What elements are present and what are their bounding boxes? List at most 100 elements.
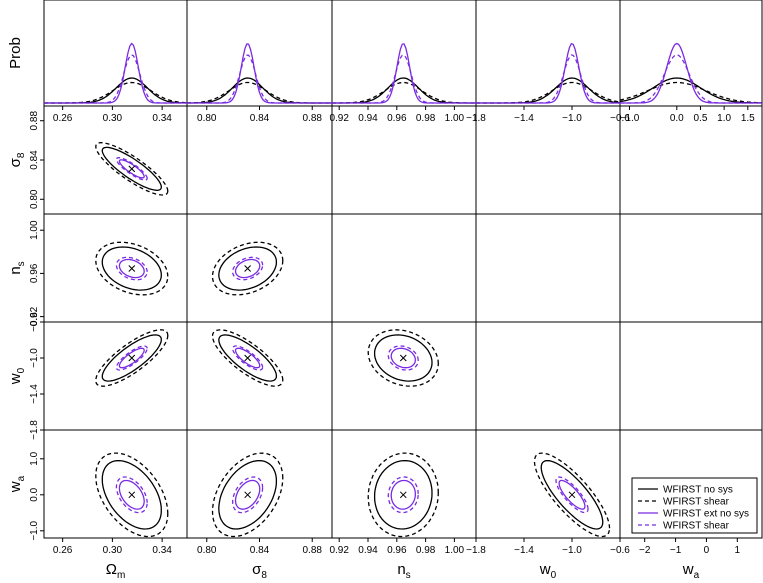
ytick-label-wa-0: −1.0 — [29, 520, 40, 540]
panel-0-2 — [331, 0, 477, 107]
marginal-ns-series-1 — [332, 81, 476, 104]
fiducial-marker-ns-w0 — [399, 354, 407, 362]
contour-s8-wa-series-1 — [211, 452, 284, 538]
ylabel-w0: w0 — [7, 367, 27, 385]
panel-3-2 — [331, 321, 477, 431]
contour-om-wa-series-2 — [118, 479, 145, 510]
bottom-xtick-label-om-1: 0.30 — [103, 545, 123, 556]
marginal-om-series-2 — [44, 42, 187, 104]
bottom-xtick-label-w0-1: −1.4 — [514, 545, 534, 556]
fiducial-marker-w0-wa — [568, 491, 576, 499]
bottom-xtick-label-om-2: 0.34 — [152, 545, 172, 556]
contour-om-ns-series-3 — [115, 256, 148, 281]
panel-0-3 — [475, 0, 621, 107]
contour-w0-wa-series-1 — [533, 452, 611, 538]
bottom-xtick-label-wa-3: 1 — [735, 545, 741, 556]
contour-om-s8-series-0 — [101, 146, 162, 191]
contour-s8-wa-series-0 — [218, 459, 278, 530]
top-xtick-label-om-2: 0.34 — [152, 113, 172, 124]
contour-s8-w0-series-3 — [232, 345, 264, 371]
contour-om-w0-series-1 — [95, 329, 169, 387]
marginal-om-series-3 — [44, 54, 187, 104]
contour-s8-ns-series-0 — [218, 246, 278, 291]
contour-ellipses — [95, 142, 611, 538]
bottom-xtick-label-w0-2: −1.0 — [562, 545, 582, 556]
contour-ns-wa-series-0 — [373, 459, 433, 530]
top-xtick-label-w0-0: −1.8 — [466, 113, 486, 124]
ytick-label-w0-0: −1.8 — [29, 420, 40, 440]
bottom-xtick-label-w0-0: −1.8 — [466, 545, 486, 556]
xlabel-wa: wa — [682, 561, 700, 581]
legend-label-2: WFIRST ext no sys — [663, 509, 749, 520]
bottom-xtick-label-ns-3: 0.98 — [416, 545, 436, 556]
ytick-label-wa-1: 0.0 — [29, 487, 40, 501]
legend-label-1: WFIRST shear — [663, 497, 730, 508]
panel-4-4 — [619, 429, 763, 539]
top-xtick-label-s8-2: 0.88 — [302, 113, 322, 124]
panel-4-0 — [43, 429, 188, 539]
contour-s8-wa-series-3 — [232, 476, 264, 514]
legend-label-0: WFIRST no sys — [663, 485, 733, 496]
contour-ns-w0-series-3 — [387, 345, 419, 371]
contour-om-s8-series-2 — [118, 159, 145, 179]
contour-om-w0-series-3 — [115, 345, 148, 371]
contour-s8-w0-series-1 — [211, 329, 284, 387]
panel-3-4 — [619, 321, 763, 431]
contour-om-wa-series-0 — [101, 459, 162, 530]
panel-0-4 — [619, 0, 763, 107]
diag-ylabel: Prob — [7, 37, 24, 69]
marginal-w0-series-0 — [476, 77, 621, 104]
top-xtick-label-ns-2: 0.96 — [387, 113, 407, 124]
top-xtick-label-om-1: 0.30 — [103, 113, 123, 124]
ytick-label-ns-1: 0.96 — [29, 263, 40, 283]
contour-ns-w0-series-0 — [373, 334, 433, 382]
panel-4-2 — [331, 429, 477, 539]
xlabel-om: Ωm — [106, 561, 126, 581]
contour-om-wa-series-1 — [95, 452, 169, 538]
ytick-label-w0-1: −1.4 — [29, 384, 40, 404]
top-xtick-label-wa-4: 1.5 — [741, 113, 755, 124]
bottom-xtick-label-ns-4: 1.00 — [445, 545, 465, 556]
top-xtick-label-wa-2: 0.5 — [694, 113, 708, 124]
legend-label-3: WFIRST shear — [663, 521, 730, 532]
contour-ns-w0-series-1 — [367, 329, 439, 387]
panel-0-0 — [43, 0, 188, 107]
contour-w0-wa-series-3 — [555, 476, 589, 514]
contour-s8-ns-series-2 — [234, 258, 261, 279]
contour-s8-w0-series-2 — [234, 347, 261, 369]
fiducial-marker-om-w0 — [128, 354, 136, 362]
top-xtick-label-w0-2: −1.0 — [562, 113, 582, 124]
panel-frames — [43, 0, 763, 539]
contour-ns-wa-series-2 — [390, 479, 416, 510]
marginal-curves — [44, 42, 763, 104]
ylabel-s8: σ8 — [7, 152, 27, 167]
contour-s8-wa-series-2 — [234, 479, 261, 510]
marginal-s8-series-2 — [187, 43, 332, 104]
marginal-w0-series-3 — [476, 54, 620, 104]
bottom-xtick-label-w0-3: −0.6 — [610, 545, 630, 556]
bottom-xtick-label-s8-0: 0.80 — [197, 545, 217, 556]
top-xtick-label-w0-1: −1.4 — [514, 113, 534, 124]
top-xtick-label-ns-3: 0.98 — [416, 113, 436, 124]
panel-1-3 — [475, 105, 621, 215]
top-xtick-label-ns-4: 1.00 — [445, 113, 465, 124]
ylabel-ns: ns — [7, 261, 27, 274]
fiducial-marker-om-wa — [128, 491, 136, 499]
fiducial-marker-om-s8 — [128, 165, 136, 173]
bottom-xtick-label-ns-1: 0.94 — [358, 545, 378, 556]
top-xtick-label-om-0: 0.26 — [53, 113, 73, 124]
top-xtick-label-wa-1: 0.0 — [670, 113, 684, 124]
fiducial-marker-om-ns — [128, 265, 136, 272]
top-xtick-label-wa-3: 1.0 — [717, 113, 731, 124]
legend-box — [631, 477, 758, 534]
top-xtick-label-ns-0: 0.92 — [329, 113, 349, 124]
panel-3-3 — [475, 321, 621, 431]
ytick-label-s8-2: 0.88 — [29, 111, 40, 131]
contour-om-ns-series-0 — [101, 246, 162, 291]
panel-3-1 — [186, 321, 333, 431]
marginal-wa-series-1 — [619, 81, 762, 104]
top-xtick-label-w0-3: −0.6 — [610, 113, 630, 124]
ytick-label-w0-2: −1.0 — [29, 348, 40, 368]
marginal-w0-series-1 — [476, 81, 621, 104]
